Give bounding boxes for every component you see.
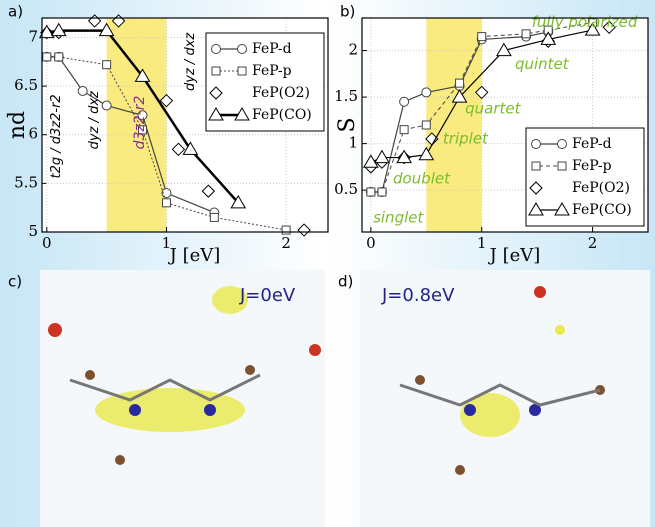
marker <box>400 126 408 134</box>
panel-label: b) <box>340 3 355 21</box>
y-tick-label: 0.5 <box>334 180 358 198</box>
marker <box>78 86 87 95</box>
annotation: triplet <box>443 129 489 147</box>
marker <box>558 162 566 170</box>
annotation: t2g / d3z2-r2 <box>49 94 64 178</box>
marker <box>378 188 386 196</box>
marker <box>55 53 63 61</box>
x-axis-label: J [eV] <box>168 245 221 266</box>
marker <box>43 53 51 61</box>
legend-label: FeP-p <box>252 63 292 79</box>
figure: c) d) J=0eV J=0.8eV 55.566.57012J [eV]nd… <box>0 0 655 527</box>
y-tick-label: 5.5 <box>14 173 38 191</box>
marker <box>558 140 567 149</box>
legend-label: FeP(CO) <box>252 107 312 123</box>
x-tick-label: 2 <box>588 234 598 252</box>
panel-title: J=0eV <box>239 285 296 306</box>
marker <box>422 121 430 129</box>
annotation: fully polarized <box>532 13 638 31</box>
marker <box>102 101 111 110</box>
marker <box>103 61 111 69</box>
y-tick-label: 5 <box>28 222 38 240</box>
x-tick-label: 0 <box>42 234 52 252</box>
marker <box>282 226 290 234</box>
x-axis-label: J [eV] <box>488 245 541 266</box>
y-tick-label: 2 <box>348 41 358 59</box>
x-tick-label: 0 <box>366 234 376 252</box>
legend: FeP-d FeP-p FeP(O2) FeP(CO) <box>526 128 644 226</box>
annotation: dyz / dxz <box>87 90 102 149</box>
marker <box>478 33 486 41</box>
legend: FeP-d FeP-p FeP(O2) FeP(CO) <box>206 33 324 131</box>
annotation: quartet <box>465 100 521 118</box>
y-axis-label: S <box>335 117 360 132</box>
y-tick-label: 1.5 <box>334 87 358 105</box>
y-axis-label: nd <box>5 111 30 139</box>
x-tick-label: 2 <box>281 234 291 252</box>
marker <box>532 162 540 170</box>
marker <box>456 79 464 87</box>
legend-label: FeP(CO) <box>572 202 632 218</box>
marker <box>162 199 170 207</box>
legend-label: FeP-p <box>572 158 612 174</box>
marker <box>212 67 220 75</box>
y-tick-label: 6.5 <box>14 76 38 94</box>
marker <box>238 67 246 75</box>
marker <box>238 45 247 54</box>
y-tick-label: 1 <box>348 134 358 152</box>
annotation: quintet <box>515 55 570 73</box>
panel-label: c) <box>8 273 22 291</box>
x-tick-label: 1 <box>477 234 487 252</box>
marker <box>532 140 541 149</box>
y-tick-label: 7 <box>28 27 38 45</box>
panel-label: d) <box>338 273 353 291</box>
annotation: singlet <box>373 209 424 227</box>
panel-label: a) <box>8 3 23 21</box>
annotation: dyz / dxz <box>183 32 198 91</box>
panel-title: J=0.8eV <box>381 285 455 306</box>
marker <box>212 45 221 54</box>
marker <box>522 30 530 38</box>
annotation: d3z2-r2 <box>132 95 148 149</box>
legend-label: FeP-d <box>572 136 612 152</box>
legend-label: FeP(O2) <box>572 180 630 196</box>
marker <box>422 88 431 97</box>
marker <box>367 188 375 196</box>
annotation: doublet <box>393 169 451 187</box>
legend-label: FeP(O2) <box>252 85 310 101</box>
marker <box>400 97 409 106</box>
marker <box>210 213 218 221</box>
legend-label: FeP-d <box>252 41 292 57</box>
